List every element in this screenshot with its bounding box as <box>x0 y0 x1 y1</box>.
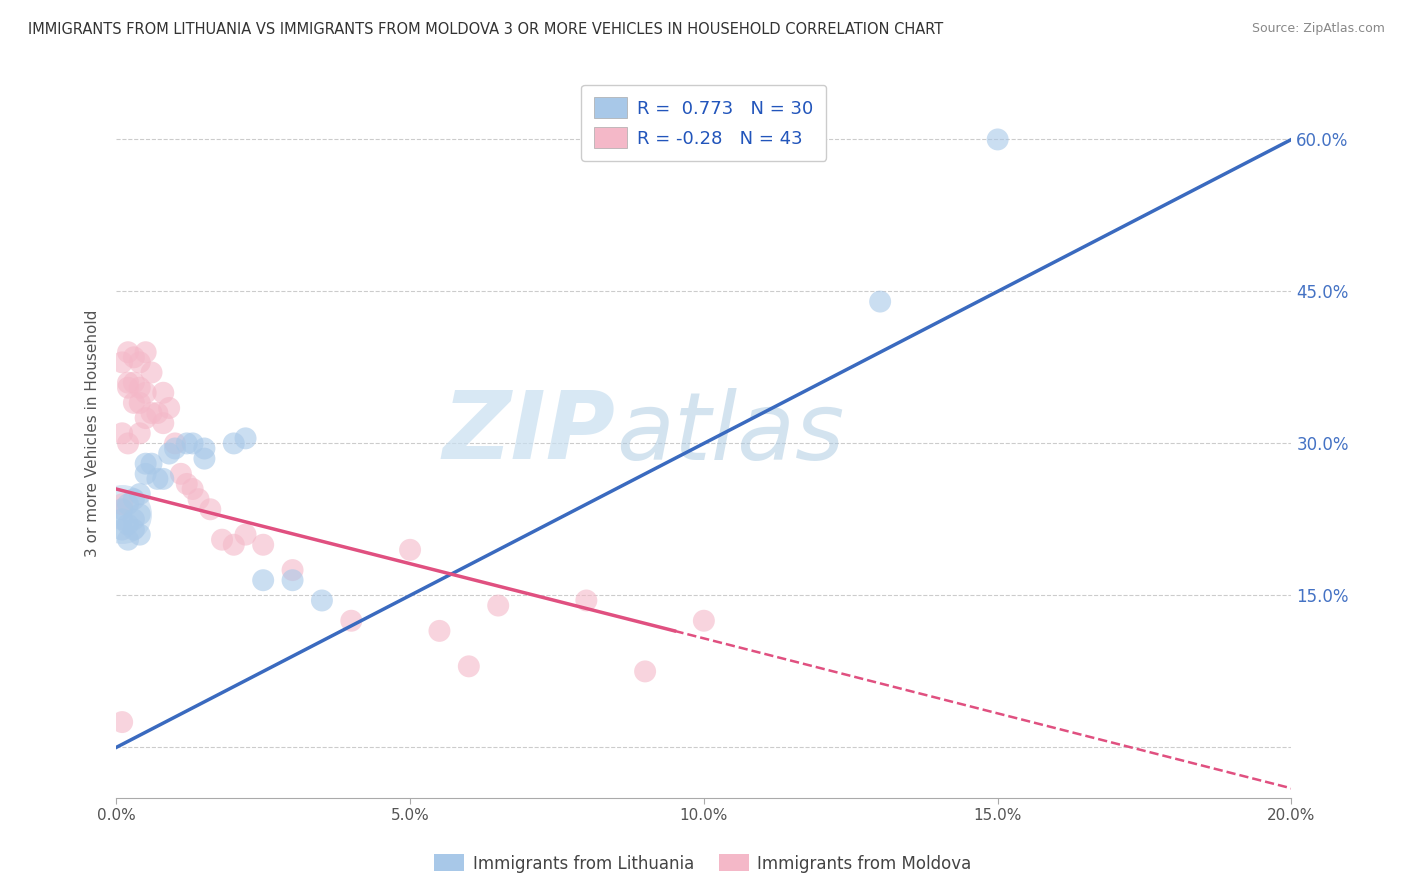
Point <box>146 406 169 420</box>
Point <box>235 527 257 541</box>
Point <box>111 714 134 729</box>
Point <box>176 477 198 491</box>
Point <box>457 659 479 673</box>
Point <box>135 457 157 471</box>
Point <box>141 457 163 471</box>
Point <box>222 538 245 552</box>
Point <box>252 538 274 552</box>
Point <box>117 345 139 359</box>
Point <box>987 132 1010 146</box>
Point <box>157 446 180 460</box>
Point <box>187 492 209 507</box>
Point <box>281 573 304 587</box>
Point <box>157 401 180 415</box>
Point <box>128 396 150 410</box>
Point <box>111 523 134 537</box>
Text: IMMIGRANTS FROM LITHUANIA VS IMMIGRANTS FROM MOLDOVA 3 OR MORE VEHICLES IN HOUSE: IMMIGRANTS FROM LITHUANIA VS IMMIGRANTS … <box>28 22 943 37</box>
Point <box>141 366 163 380</box>
Point <box>135 467 157 481</box>
Point <box>252 573 274 587</box>
Point <box>222 436 245 450</box>
Point <box>181 482 204 496</box>
Point <box>193 451 215 466</box>
Point <box>281 563 304 577</box>
Text: atlas: atlas <box>616 388 844 479</box>
Text: Source: ZipAtlas.com: Source: ZipAtlas.com <box>1251 22 1385 36</box>
Point <box>117 376 139 390</box>
Point <box>117 497 139 511</box>
Point <box>117 517 139 532</box>
Point <box>117 436 139 450</box>
Point <box>128 508 150 522</box>
Point <box>146 472 169 486</box>
Point <box>193 442 215 456</box>
Point <box>122 396 145 410</box>
Point <box>122 376 145 390</box>
Point <box>128 381 150 395</box>
Point <box>128 426 150 441</box>
Point <box>152 416 174 430</box>
Point <box>117 381 139 395</box>
Point <box>152 472 174 486</box>
Point <box>575 593 598 607</box>
Point <box>235 431 257 445</box>
Point <box>163 436 186 450</box>
Point <box>111 502 134 516</box>
Point <box>181 436 204 450</box>
Point <box>117 533 139 547</box>
Point <box>111 426 134 441</box>
Legend: R =  0.773   N = 30, R = -0.28   N = 43: R = 0.773 N = 30, R = -0.28 N = 43 <box>582 85 827 161</box>
Point <box>128 355 150 369</box>
Point <box>634 665 657 679</box>
Point <box>311 593 333 607</box>
Point <box>152 385 174 400</box>
Point <box>122 512 145 526</box>
Point <box>135 411 157 425</box>
Point <box>111 508 134 522</box>
Legend: Immigrants from Lithuania, Immigrants from Moldova: Immigrants from Lithuania, Immigrants fr… <box>427 847 979 880</box>
Point <box>122 523 145 537</box>
Point <box>170 467 193 481</box>
Point <box>135 385 157 400</box>
Point <box>693 614 716 628</box>
Point <box>211 533 233 547</box>
Point <box>135 345 157 359</box>
Text: ZIP: ZIP <box>443 387 616 479</box>
Point <box>128 527 150 541</box>
Point <box>122 492 145 507</box>
Point <box>869 294 891 309</box>
Point <box>111 355 134 369</box>
Point <box>486 599 509 613</box>
Point <box>128 487 150 501</box>
Y-axis label: 3 or more Vehicles in Household: 3 or more Vehicles in Household <box>86 310 100 557</box>
Point <box>340 614 363 628</box>
Point <box>200 502 222 516</box>
Point <box>429 624 451 638</box>
Point <box>141 406 163 420</box>
Point <box>122 351 145 365</box>
Point <box>111 512 134 526</box>
Point <box>399 542 422 557</box>
Point <box>163 442 186 456</box>
Point <box>111 497 134 511</box>
Point <box>176 436 198 450</box>
